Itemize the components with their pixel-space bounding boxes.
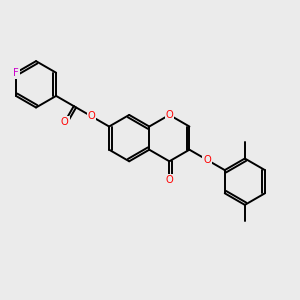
Text: F: F <box>13 68 19 78</box>
Text: O: O <box>203 155 211 165</box>
Text: O: O <box>166 110 173 120</box>
Text: O: O <box>61 117 69 127</box>
Text: O: O <box>88 111 95 121</box>
Text: O: O <box>166 175 173 185</box>
